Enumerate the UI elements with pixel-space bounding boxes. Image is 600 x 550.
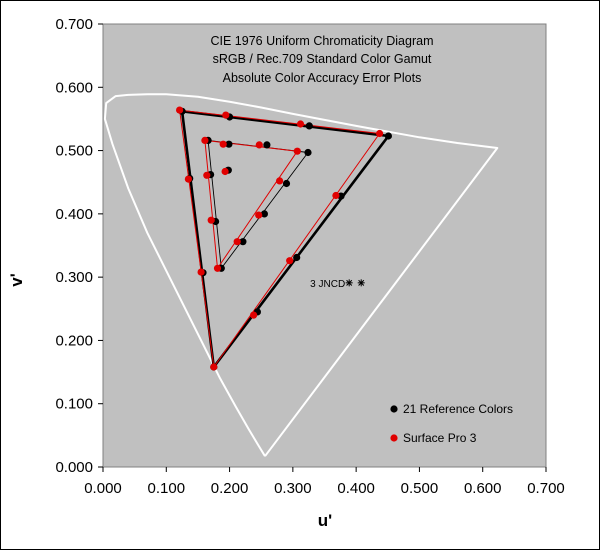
surface-point-7 bbox=[184, 175, 192, 183]
surface-point-4 bbox=[250, 311, 258, 319]
x-tick-label: 0.600 bbox=[464, 480, 502, 497]
reference-point-3 bbox=[293, 253, 301, 262]
surface-point-20 bbox=[203, 171, 211, 179]
legend-label-surface: Surface Pro 3 bbox=[403, 431, 477, 445]
reference-point-14 bbox=[304, 148, 312, 157]
legend-marker-reference bbox=[390, 405, 398, 413]
x-tick-label: 0.500 bbox=[401, 480, 439, 497]
y-tick-label: 0.100 bbox=[55, 396, 93, 413]
surface-point-21 bbox=[221, 167, 229, 176]
points-layer bbox=[176, 106, 392, 371]
x-axis-label: u' bbox=[318, 511, 332, 530]
x-tick-label: 0.400 bbox=[337, 480, 375, 497]
y-tick-label: 0.300 bbox=[55, 269, 93, 286]
plot-area bbox=[102, 23, 547, 468]
reference-point-13 bbox=[263, 141, 271, 149]
surface-point-2 bbox=[332, 191, 340, 200]
jncd-marker-2 bbox=[357, 279, 365, 287]
x-tick-label: 0.000 bbox=[84, 480, 122, 497]
surface-point-9 bbox=[222, 111, 230, 119]
x-tick-label: 0.200 bbox=[211, 480, 249, 497]
surface-point-10 bbox=[296, 120, 305, 128]
jncd-marker-1 bbox=[345, 279, 353, 287]
reference-point-10 bbox=[305, 122, 313, 130]
surface-point-6 bbox=[197, 268, 205, 276]
reference-point-1 bbox=[384, 132, 392, 140]
reference-point-12 bbox=[225, 140, 233, 148]
y-tick-label: 0.400 bbox=[55, 206, 93, 223]
surface-point-11 bbox=[201, 136, 209, 144]
y-tick-label: 0.000 bbox=[55, 459, 93, 476]
surface-inner-gamut-line bbox=[204, 139, 298, 269]
surface-point-12 bbox=[219, 140, 227, 148]
y-tick-label: 0.200 bbox=[55, 332, 93, 349]
y-axis-label: v' bbox=[7, 273, 26, 287]
chart-title-line-3: Absolute Color Accuracy Error Plots bbox=[223, 71, 422, 85]
chart-title-line-1: CIE 1976 Uniform Chromaticity Diagram bbox=[211, 34, 434, 48]
surface-point-5 bbox=[210, 363, 218, 371]
jncd-label: 3 JNCD bbox=[310, 279, 345, 290]
y-tick-label: 0.700 bbox=[55, 16, 93, 33]
surface-point-18 bbox=[213, 264, 222, 272]
surface-point-14 bbox=[293, 147, 301, 155]
legend: 21 Reference Colors Surface Pro 3 bbox=[390, 402, 513, 445]
chart-title-line-2: sRGB / Rec.709 Standard Color Gamut bbox=[213, 52, 432, 66]
spectral-locus bbox=[103, 93, 499, 457]
legend-label-reference: 21 Reference Colors bbox=[403, 402, 513, 416]
surface-point-15 bbox=[276, 177, 284, 185]
surface-point-1 bbox=[376, 129, 384, 138]
reference-point-17 bbox=[239, 238, 247, 246]
x-tick-label: 0.700 bbox=[527, 480, 565, 497]
reference-point-15 bbox=[282, 179, 291, 188]
surface-point-17 bbox=[233, 238, 241, 246]
surface-point-3 bbox=[286, 257, 294, 265]
axes-layer: 0.000 0.100 0.200 0.300 0.400 0.500 0.600 0.700… bbox=[55, 16, 564, 497]
x-tick-label: 0.100 bbox=[148, 480, 186, 497]
jncd-annotation: 3 JNCD bbox=[310, 279, 365, 290]
surface-point-16 bbox=[255, 211, 263, 219]
surface-point-8 bbox=[176, 106, 184, 114]
spectral-locus-layer bbox=[103, 93, 499, 457]
reference-outer-gamut-line bbox=[180, 110, 390, 369]
y-tick-label: 0.600 bbox=[55, 79, 93, 96]
surface-point-19 bbox=[207, 216, 215, 224]
reference-point-16 bbox=[260, 210, 268, 218]
legend-marker-surface bbox=[390, 434, 398, 442]
surface-point-13 bbox=[255, 141, 263, 149]
x-tick-label: 0.300 bbox=[274, 480, 312, 497]
y-tick-label: 0.500 bbox=[55, 143, 93, 160]
surface-outer-gamut-line bbox=[179, 109, 381, 368]
